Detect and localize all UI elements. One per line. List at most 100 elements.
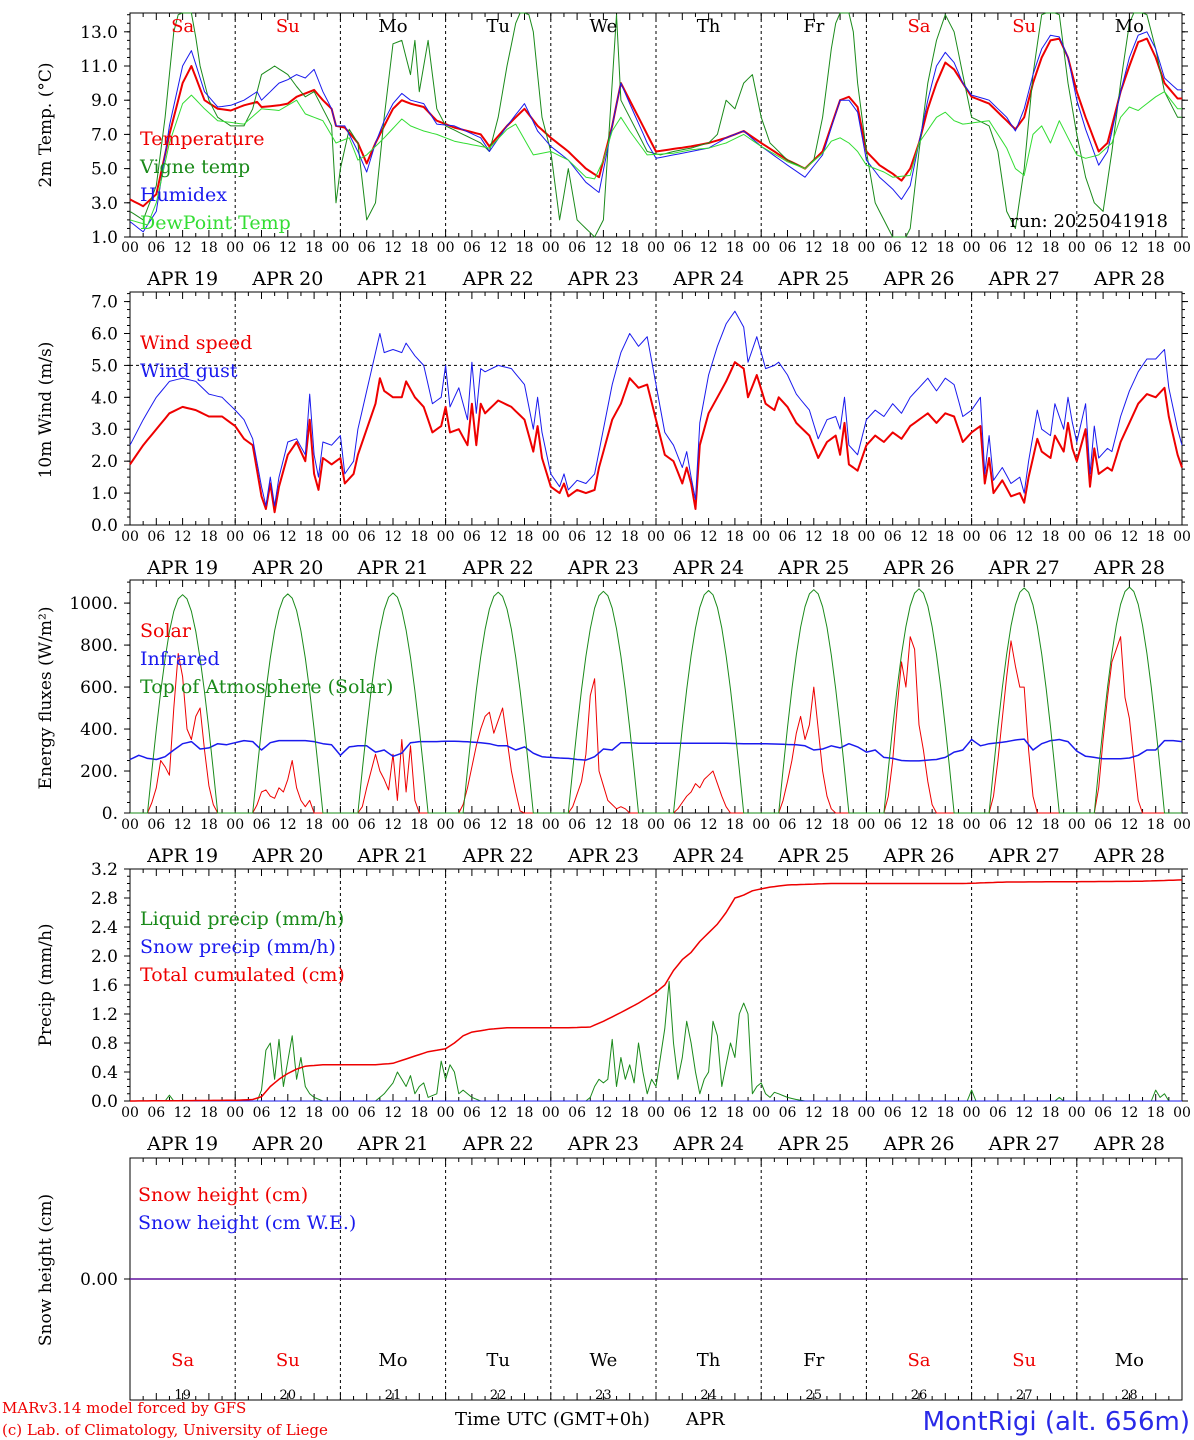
y-tick-label: 3.0 [91,420,118,440]
day-abbr: Fr [803,16,824,37]
month-label: APR [685,1409,725,1430]
day-number: 19 [174,1388,191,1403]
hour-label: 00 [1173,240,1191,256]
hour-label: 06 [989,1105,1007,1121]
day-abbr: Th [697,16,721,37]
hour-label: 18 [1042,529,1060,545]
day-number: 27 [1016,1388,1033,1403]
day-abbr-bottom: Su [1012,1350,1036,1371]
day-number: 23 [595,1388,612,1403]
hour-label: 18 [621,1105,639,1121]
legend-entry: Snow precip (mm/h) [140,936,336,958]
hour-label: 00 [121,240,139,256]
hour-label: 18 [936,240,954,256]
date-label: APR 20 [251,557,323,579]
date-label: APR 26 [882,1133,954,1155]
day-abbr: Su [276,16,300,37]
hour-label: 18 [200,817,218,833]
y-tick-label: 1.2 [91,1005,118,1025]
y-tick-label: 0.0 [91,516,118,536]
hour-label: 12 [489,817,507,833]
y-tick-label: 400. [80,720,118,740]
hour-label: 06 [568,1105,586,1121]
hour-label: 12 [174,529,192,545]
hour-label: 18 [200,529,218,545]
hour-label: 18 [1042,240,1060,256]
hour-label: 18 [410,817,428,833]
hour-label: 00 [1068,1105,1086,1121]
legend-entry: Infrared [140,648,220,670]
hour-label: 18 [200,1105,218,1121]
hour-label: 00 [963,240,981,256]
day-abbr-bottom: Mo [1115,1350,1144,1371]
hour-label: 12 [489,240,507,256]
panel-5: 0.00 Snow height (cm) Snow height (cm) Snow… [36,1157,1188,1403]
legend-entry: Wind gust [140,360,238,382]
hour-label: 12 [279,817,297,833]
hour-label: 00 [331,529,349,545]
hour-label: 18 [305,817,323,833]
hour-label: 06 [253,817,271,833]
y-axis-label: Energy fluxes (W/m²) [36,607,56,790]
hour-label: 12 [1120,1105,1138,1121]
hour-label: 00 [1068,240,1086,256]
day-abbr-bottom: Su [276,1350,300,1371]
date-label: APR 27 [988,845,1060,867]
y-tick-label: 0.4 [91,1063,118,1083]
date-label: APR 19 [146,268,218,290]
plot-frame [129,12,1183,238]
day-abbr: Mo [378,16,407,37]
hour-label: 00 [647,1105,665,1121]
date-label: APR 28 [1093,845,1165,867]
hour-label: 12 [1015,1105,1033,1121]
date-label: APR 25 [777,268,849,290]
hour-label: 00 [331,817,349,833]
legend-entry: Liquid precip (mm/h) [140,908,344,930]
y-axis-label: 2m Temp. (°C) [36,62,56,187]
hour-label: 00 [331,240,349,256]
hour-label: 18 [1042,1105,1060,1121]
hour-label: 00 [857,240,875,256]
hour-label: 12 [594,817,612,833]
day-abbr: Tu [486,16,510,37]
hour-label: 12 [700,240,718,256]
hour-label: 06 [463,240,481,256]
hour-label: 06 [884,817,902,833]
hour-label: 12 [594,529,612,545]
hour-label: 00 [542,529,560,545]
hour-label: 00 [857,817,875,833]
day-abbr: Mo [1115,16,1144,37]
panel-2: 7.0 6.0 5.0 4.0 3.0 2.0 1.0 0.0 10m Wind (m/s) Wi… [36,291,1191,579]
date-label: APR 22 [462,557,534,579]
legend-entry: Snow height (cm W.E.) [138,1212,356,1234]
hour-label: 12 [910,817,928,833]
hour-label: 00 [857,1105,875,1121]
date-label: APR 22 [462,845,534,867]
hour-label: 06 [147,1105,165,1121]
legend-entry: DewPoint Temp [140,212,291,234]
hour-label: 06 [253,1105,271,1121]
legend-entry: Wind speed [140,332,252,354]
hour-label: 06 [358,529,376,545]
hour-label: 00 [647,529,665,545]
y-tick-label: 2.0 [91,452,118,472]
date-label: APR 24 [672,1133,744,1155]
day-abbr-bottom: Mo [378,1350,407,1371]
hour-label: 12 [279,529,297,545]
station-label: MontRigi (alt. 656m) [923,1407,1190,1437]
hour-label: 18 [1147,817,1165,833]
hour-label: 00 [437,529,455,545]
hour-label: 12 [384,240,402,256]
hour-label: 00 [226,817,244,833]
y-axis-label: 10m Wind (m/s) [36,342,56,479]
hour-label: 18 [516,529,534,545]
hour-label: 12 [594,1105,612,1121]
legend-entry: Temperature [140,128,264,150]
date-label: APR 25 [777,557,849,579]
hour-label: 18 [305,1105,323,1121]
legend-entry: Vigne temp [139,156,250,178]
y-tick-label: 5.0 [91,356,118,376]
hour-label: 18 [936,817,954,833]
hour-label: 06 [884,529,902,545]
hour-label: 12 [384,529,402,545]
